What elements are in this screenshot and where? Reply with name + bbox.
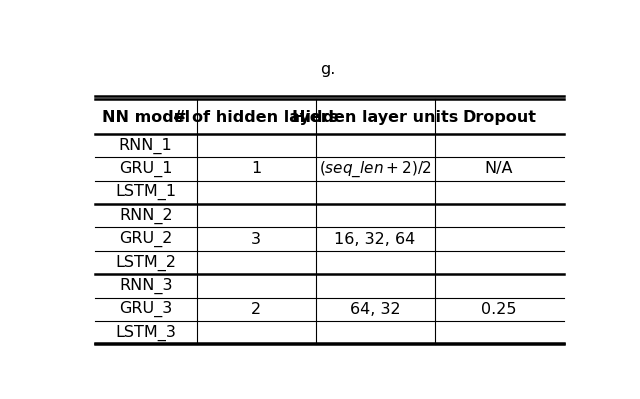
- Text: NN model: NN model: [102, 109, 190, 124]
- Text: # of hidden layers: # of hidden layers: [173, 109, 339, 124]
- Text: 64, 32: 64, 32: [350, 302, 401, 317]
- Text: Dropout: Dropout: [462, 109, 536, 124]
- Text: GRU_2: GRU_2: [119, 231, 172, 247]
- Text: 3: 3: [251, 232, 261, 247]
- Text: LSTM_1: LSTM_1: [115, 184, 176, 200]
- Text: LSTM_2: LSTM_2: [115, 255, 176, 271]
- Text: LSTM_3: LSTM_3: [115, 324, 176, 341]
- Text: 0.25: 0.25: [481, 302, 517, 317]
- Text: GRU_3: GRU_3: [119, 301, 172, 317]
- Text: GRU_1: GRU_1: [119, 161, 172, 177]
- Text: $(seq\_len + 2)/2$: $(seq\_len + 2)/2$: [319, 159, 431, 179]
- Text: 1: 1: [251, 162, 261, 176]
- Text: RNN_2: RNN_2: [119, 207, 173, 224]
- Text: N/A: N/A: [485, 162, 513, 176]
- Text: 2: 2: [251, 302, 261, 317]
- Text: RNN_1: RNN_1: [119, 138, 173, 154]
- Text: 16, 32, 64: 16, 32, 64: [335, 232, 416, 247]
- Text: g.: g.: [320, 62, 336, 77]
- Text: RNN_3: RNN_3: [119, 278, 172, 294]
- Text: Hidden layer units: Hidden layer units: [292, 109, 458, 124]
